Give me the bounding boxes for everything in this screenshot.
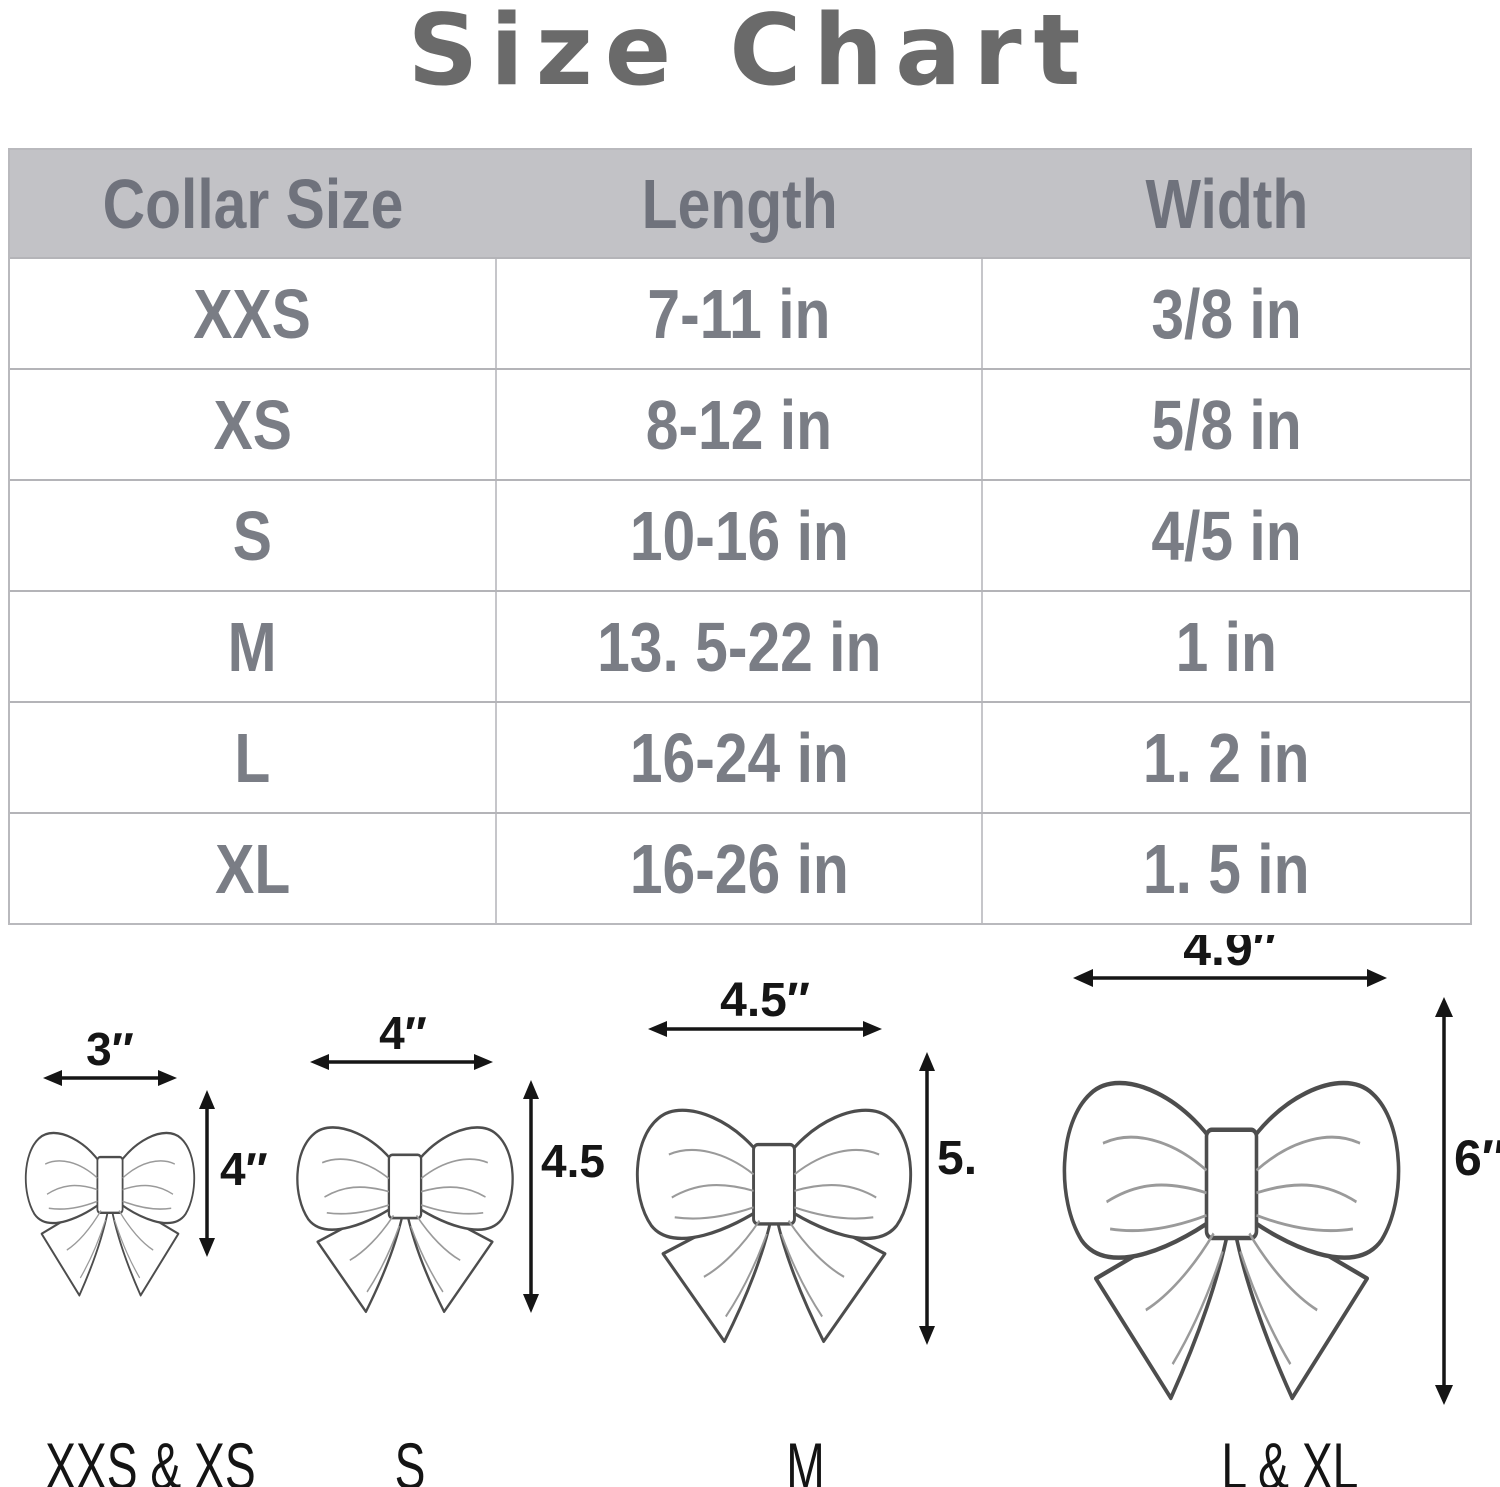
bow-figure-l-xl: 4.9′′ 6′′ bbox=[1035, 920, 1500, 1420]
table-row: M 13. 5-22 in 1 in bbox=[10, 590, 1470, 701]
cell-width: 1. 5 in bbox=[1143, 829, 1310, 908]
sailor-bow-illustration bbox=[635, 1108, 913, 1344]
cell-width: 4/5 in bbox=[1151, 496, 1302, 575]
size-group-label-l-xl: L & XL bbox=[1221, 1429, 1359, 1487]
cell-size: S bbox=[10, 481, 497, 590]
column-header-collar-size: Collar Size bbox=[103, 164, 404, 243]
size-table: Collar Size Length Width XXS 7-11 in 3/8… bbox=[8, 148, 1472, 925]
cell-width: 1 in bbox=[1176, 607, 1278, 686]
width-dimension-arrow bbox=[648, 1021, 882, 1037]
bow-width-label: 4′′ bbox=[379, 1010, 427, 1059]
cell-size: XL bbox=[10, 814, 497, 923]
bow-width-label: 4.5′′ bbox=[720, 980, 810, 1027]
table-row: XXS 7-11 in 3/8 in bbox=[10, 257, 1470, 368]
bow-height-label: 5.3′′ bbox=[937, 1132, 975, 1185]
cell-length: 10-16 in bbox=[497, 481, 984, 590]
height-dimension-arrow bbox=[1435, 997, 1453, 1405]
sailor-bow-illustration bbox=[24, 1131, 196, 1297]
cell-length: 8-12 in bbox=[497, 370, 984, 479]
table-row: L 16-24 in 1. 2 in bbox=[10, 701, 1470, 812]
cell-size: M bbox=[10, 592, 497, 701]
size-group-label-s: S bbox=[394, 1429, 426, 1487]
table-row: S 10-16 in 4/5 in bbox=[10, 479, 1470, 590]
cell-size: XXS bbox=[10, 259, 497, 368]
bow-height-label: 6′′ bbox=[1454, 1130, 1500, 1186]
cell-size: XS bbox=[10, 370, 497, 479]
cell-length: 7-11 in bbox=[497, 259, 984, 368]
cell-length: 16-26 in bbox=[497, 814, 984, 923]
sailor-bow-illustration bbox=[296, 1126, 514, 1314]
cell-length: 13. 5-22 in bbox=[497, 592, 984, 701]
cell-length: 16-24 in bbox=[497, 703, 984, 812]
height-dimension-arrow bbox=[919, 1052, 935, 1345]
column-header-length: Length bbox=[642, 164, 838, 243]
cell-width: 5/8 in bbox=[1151, 385, 1302, 464]
sailor-bow-illustration bbox=[1064, 1083, 1398, 1398]
bow-height-label: 4′′ bbox=[220, 1143, 268, 1195]
bow-figure-s: 4′′ 4.5′′ bbox=[285, 1007, 627, 1340]
table-row: XS 8-12 in 5/8 in bbox=[10, 368, 1470, 479]
bow-width-label: 4.9′′ bbox=[1183, 935, 1276, 976]
column-header-width: Width bbox=[1145, 164, 1309, 243]
cell-width: 3/8 in bbox=[1151, 274, 1302, 353]
size-group-label-m: M bbox=[785, 1429, 825, 1487]
cell-width: 1. 2 in bbox=[1143, 718, 1310, 797]
bow-figure-m: 4.5′′ 5.3′′ bbox=[615, 974, 1027, 1370]
table-header-row: Collar Size Length Width bbox=[10, 150, 1470, 257]
bow-figure-xxs-xs: 3′′ 4′′ bbox=[10, 1023, 290, 1325]
height-dimension-arrow bbox=[523, 1080, 539, 1313]
width-dimension-arrow bbox=[1073, 969, 1387, 987]
width-dimension-arrow bbox=[43, 1070, 177, 1086]
table-row: XL 16-26 in 1. 5 in bbox=[10, 812, 1470, 923]
cell-size: L bbox=[10, 703, 497, 812]
page-title: Size Chart bbox=[407, 0, 1093, 108]
bow-width-label: 3′′ bbox=[86, 1025, 134, 1075]
width-dimension-arrow bbox=[310, 1054, 493, 1070]
height-dimension-arrow bbox=[199, 1090, 215, 1257]
bow-height-label: 4.5′′ bbox=[541, 1135, 605, 1187]
size-group-label-xxs-xs: XXS & XS bbox=[45, 1429, 256, 1487]
